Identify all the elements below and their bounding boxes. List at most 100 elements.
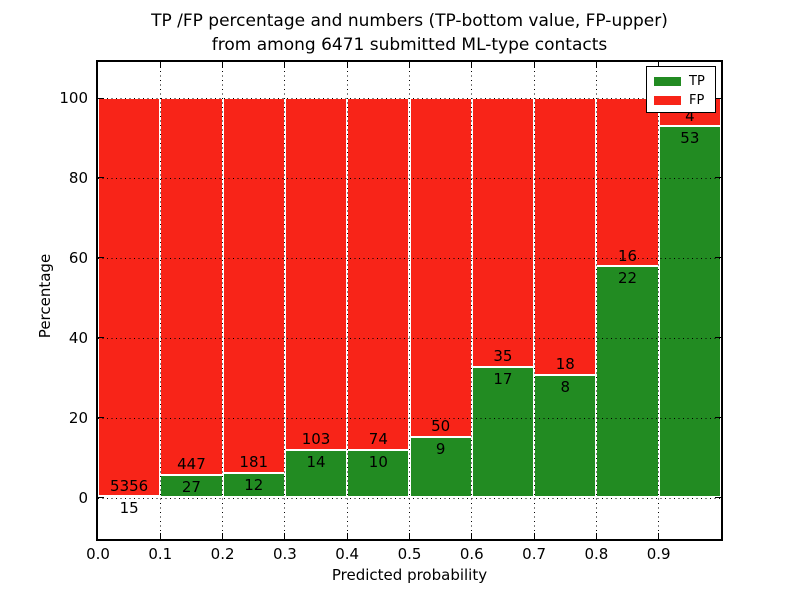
fp-count-label: 50 [431,417,451,436]
bar-fp-segment [222,98,285,473]
x-tick-label: 0.5 [397,545,422,563]
x-tick-label: 0.2 [210,545,235,563]
bar-fp-segment [347,98,410,450]
gridline-horizontal [98,177,721,179]
x-tick-mark [222,62,224,68]
x-tick-label: 0.8 [584,545,609,563]
fp-count-label: 5356 [110,476,149,495]
tp-count-label: 53 [680,129,700,148]
bar-tp-segment [409,436,472,498]
x-tick-label: 0.3 [272,545,297,563]
bar-fp-segment [409,98,472,437]
x-tick-mark [595,533,597,539]
gridline-horizontal [98,257,721,259]
x-tick-mark [346,533,348,539]
x-tick-mark [658,533,660,539]
gridline-horizontal [98,497,721,499]
x-tick-mark [533,62,535,68]
x-tick-mark [533,533,535,539]
x-tick-label: 0.0 [86,545,110,563]
legend-item-tp: TP [654,72,715,91]
y-tick-mark [715,257,721,259]
bar-tp-segment [160,474,223,498]
y-tick-mark [98,497,104,498]
x-tick-mark [346,62,348,68]
x-tick-mark [284,533,286,539]
y-tick-mark [715,497,721,498]
x-tick-label: 0.4 [335,545,360,563]
x-tick-mark [471,62,473,68]
gridline-vertical [346,62,348,539]
x-tick-label: 0.7 [522,545,547,563]
bar-tp-segment [284,449,348,498]
tp-count-label: 14 [306,452,326,471]
y-tick-mark [715,177,721,179]
fp-count-label: 16 [617,246,638,265]
tp-count-label: 8 [560,377,571,396]
y-tick-mark [98,257,104,259]
y-tick-mark [98,417,104,419]
tp-count-label: 10 [368,452,388,471]
tp-count-label: 27 [181,477,201,496]
bar-fp-segment [596,98,659,267]
gridline-vertical [658,62,660,539]
y-tick-label: 40 [68,328,88,347]
y-tick-label: 60 [68,248,88,267]
gridline-horizontal [98,337,721,339]
bar-fp-segment [284,98,348,450]
x-tick-mark [409,533,410,539]
y-tick-mark [715,97,721,99]
x-tick-label: 0.6 [459,545,484,563]
bar-tp-segment [222,472,285,498]
fp-count-label: 181 [239,453,269,472]
x-tick-mark [471,533,473,539]
fp-count-label: 35 [493,347,513,366]
bar-tp-segment [658,126,721,498]
bar-fp-segment [471,98,535,367]
bar-fp-segment [98,98,161,497]
gridline-vertical [533,62,535,539]
legend-label-tp: TP [689,74,705,89]
y-tick-label: 20 [68,408,88,427]
gridline-vertical [595,62,597,539]
y-tick-mark [715,417,721,419]
legend: TP FP [646,66,716,113]
tp-count-label: 9 [435,439,446,458]
bar-tp-segment [471,366,535,498]
chart-title-line2: from among 6471 submitted ML-type contac… [211,35,608,55]
y-tick-mark [715,337,721,339]
x-tick-mark [284,62,286,68]
bar-fp-segment [534,98,597,375]
fp-count-label: 4 [685,106,695,125]
gridline-vertical [284,62,286,539]
chart-title-line1: TP /FP percentage and numbers (TP-bottom… [151,11,668,31]
y-tick-label: 0 [78,488,88,507]
chart-title: TP /FP percentage and numbers (TP-bottom… [98,9,721,57]
gridline-vertical [159,62,161,539]
x-tick-mark [222,533,224,539]
y-tick-mark [98,177,104,179]
bar-tp-segment [534,374,597,498]
gridline-horizontal [98,98,721,99]
bar-tp-segment [347,449,410,498]
gridline-horizontal [98,417,721,419]
gridline-vertical [471,62,473,539]
x-tick-mark [658,62,660,68]
legend-swatch-tp-icon [654,77,681,86]
bar-fp-segment [160,98,223,475]
x-tick-mark [159,62,161,68]
legend-item-fp: FP [654,91,715,110]
tp-count-label: 15 [119,499,139,518]
y-tick-mark [98,337,104,339]
fp-count-label: 103 [301,430,331,449]
x-tick-mark [595,62,597,68]
x-tick-mark [409,62,410,68]
x-tick-label: 0.9 [646,545,671,563]
fp-count-label: 18 [555,355,575,374]
x-tick-mark [159,533,161,539]
y-tick-mark [98,97,104,99]
fp-count-label: 74 [368,430,388,449]
plot-area: 5356 15 447 27 181 12 103 14 74 10 50 9 35 17 18 8 16 22 4… [96,60,723,541]
tp-count-label: 17 [493,369,513,388]
